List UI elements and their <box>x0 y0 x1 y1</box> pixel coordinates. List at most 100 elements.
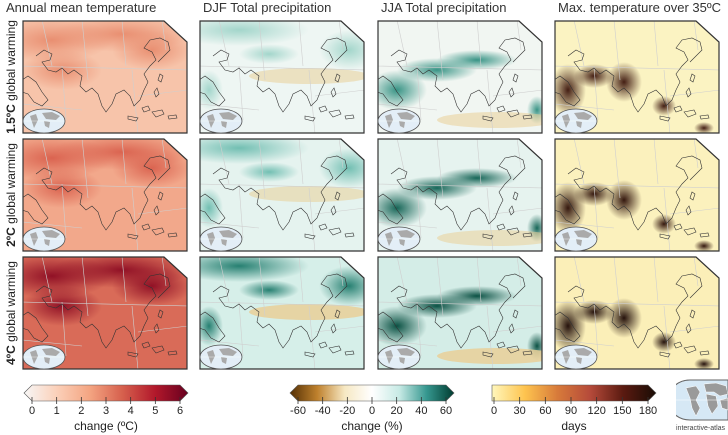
coastline <box>318 223 328 231</box>
region-border <box>137 207 187 215</box>
coastline <box>157 191 164 201</box>
field-anomaly <box>694 122 714 133</box>
coastline <box>35 155 171 231</box>
map-panel-djf-precip-4c <box>199 256 365 370</box>
region-border <box>61 301 67 357</box>
coastline <box>659 115 671 122</box>
coastline <box>334 309 341 319</box>
region-border <box>314 325 364 333</box>
field-anomaly <box>239 280 299 300</box>
map-panel-annual-temp-4c <box>22 256 188 370</box>
world-inset-icon <box>22 226 66 252</box>
colorbar-tick-label: 0 <box>368 405 376 417</box>
field-anomaly <box>200 70 223 110</box>
region-border <box>258 257 266 317</box>
coastline <box>555 75 581 107</box>
region-border <box>486 69 494 133</box>
coastline <box>304 115 316 122</box>
region-border <box>338 139 344 169</box>
coastline <box>157 309 164 319</box>
region-border <box>200 65 364 71</box>
map-panel-jja-precip-1-5c <box>377 20 543 134</box>
region-border <box>121 139 127 185</box>
coastline <box>167 114 178 120</box>
colorbar-tick-label: 5 <box>152 405 159 417</box>
field-anomaly <box>319 148 364 188</box>
coastline <box>699 232 710 238</box>
region-border <box>669 89 719 97</box>
panel-frame <box>377 256 543 370</box>
interactive-atlas-link[interactable] <box>667 378 728 422</box>
colorbar-tick-label: -60 <box>290 405 306 417</box>
region-border <box>663 69 671 133</box>
field-anomaly <box>652 96 676 116</box>
colorbar-tick-label: 0 <box>28 405 36 417</box>
region-border <box>308 305 316 369</box>
colorbar-tick-label: 150 <box>613 405 632 417</box>
field-anomaly <box>200 257 309 282</box>
region-border <box>61 65 67 121</box>
region-border <box>238 65 244 121</box>
field-anomaly <box>319 30 364 70</box>
row-label-1-5c: 1.5ºC global warming <box>4 20 18 134</box>
coastline <box>673 223 683 231</box>
region-border <box>593 301 599 357</box>
region-border <box>378 103 438 111</box>
colorbar-precipitation-unit: change (%) <box>341 419 403 433</box>
region-border <box>121 257 127 303</box>
map-panel-djf-precip-2c <box>199 138 365 252</box>
region-border <box>476 139 482 185</box>
coastline <box>344 114 355 120</box>
region-border <box>338 257 344 287</box>
region-border <box>516 21 522 51</box>
region-border <box>23 103 83 111</box>
region-border <box>416 183 422 239</box>
region-border <box>238 301 244 357</box>
coastline <box>23 311 49 343</box>
colorbar-tick-label: 60 <box>539 405 552 417</box>
world-inset-icon <box>377 108 421 134</box>
coastline <box>167 232 178 238</box>
panel-frame <box>199 256 365 370</box>
region-border <box>516 139 522 169</box>
region-border <box>137 89 187 97</box>
coastline <box>167 350 178 356</box>
region-border <box>663 187 671 251</box>
drying-band <box>437 230 542 246</box>
colorbar-tick-label: 120 <box>587 405 606 417</box>
region-border <box>593 183 599 239</box>
region-border <box>81 139 89 199</box>
panel-frame <box>554 138 720 252</box>
region-border <box>23 339 83 347</box>
colorbar-tick-label: 0 <box>490 405 498 417</box>
colorbar-days-gradient <box>491 384 657 404</box>
coastline <box>328 109 342 118</box>
panel-frame <box>199 138 365 252</box>
region-border <box>476 21 482 67</box>
coastline <box>35 37 171 113</box>
region-border <box>693 139 699 169</box>
interactive-atlas-label[interactable]: interactive-atlas <box>676 425 726 432</box>
world-inset-icon <box>199 108 243 134</box>
region-border <box>298 257 304 303</box>
coastline <box>390 37 526 113</box>
world-map-icon <box>667 379 728 421</box>
panel-frame <box>22 256 188 370</box>
region-border <box>653 21 659 67</box>
colorbar-days-unit: days <box>561 419 587 433</box>
coastline <box>673 341 683 349</box>
region-border <box>131 187 139 251</box>
field-anomaly <box>200 306 223 346</box>
coastline <box>496 341 506 349</box>
region-border <box>555 221 615 229</box>
region-border <box>161 139 167 169</box>
coastline <box>328 227 342 236</box>
field-anomaly <box>652 214 676 234</box>
region-border <box>378 183 542 189</box>
region-border <box>555 65 719 71</box>
coastline <box>127 233 139 240</box>
panel-frame <box>22 20 188 134</box>
coastline <box>506 345 520 354</box>
drying-band <box>249 68 364 84</box>
world-inset-icon <box>377 226 421 252</box>
